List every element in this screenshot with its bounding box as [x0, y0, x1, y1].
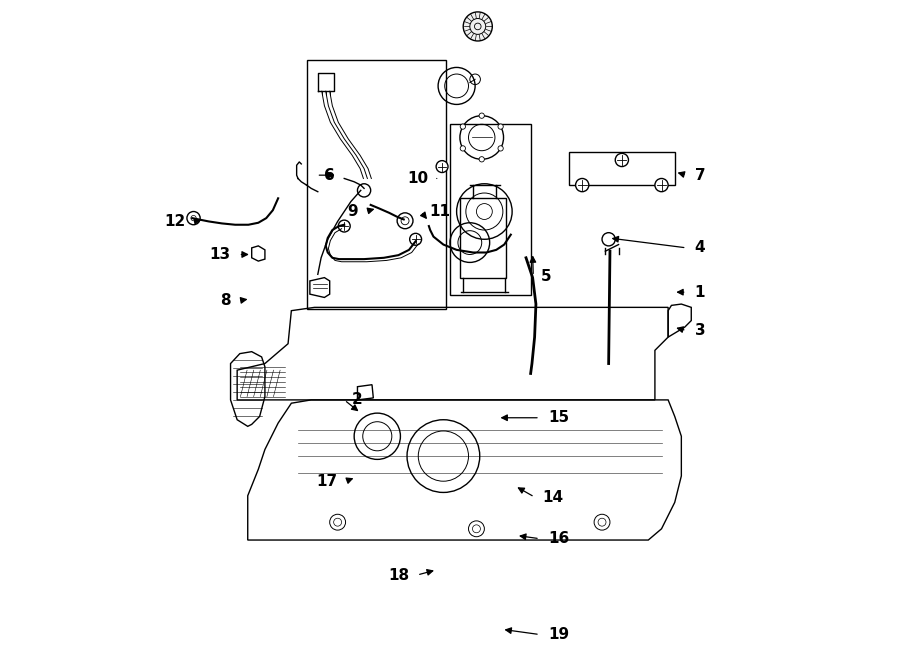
- Bar: [450, 124, 531, 295]
- Text: 9: 9: [346, 204, 357, 219]
- Text: 4: 4: [695, 241, 706, 255]
- Text: 13: 13: [210, 247, 230, 262]
- Text: 1: 1: [695, 285, 705, 299]
- Circle shape: [498, 145, 503, 151]
- Circle shape: [460, 124, 465, 130]
- Circle shape: [576, 178, 589, 192]
- Text: 8: 8: [220, 293, 230, 308]
- Circle shape: [479, 157, 484, 162]
- Text: 7: 7: [695, 168, 706, 182]
- Text: 16: 16: [548, 531, 569, 546]
- Circle shape: [410, 233, 421, 245]
- Circle shape: [436, 161, 448, 173]
- Circle shape: [464, 12, 492, 41]
- Text: 10: 10: [408, 171, 428, 186]
- Text: 15: 15: [548, 410, 569, 425]
- Bar: [569, 152, 675, 185]
- Text: 14: 14: [543, 490, 563, 504]
- Bar: [460, 198, 506, 278]
- Text: 18: 18: [388, 568, 409, 582]
- Circle shape: [479, 113, 484, 118]
- Text: 2: 2: [352, 393, 363, 407]
- Circle shape: [460, 145, 465, 151]
- Text: 12: 12: [165, 214, 185, 229]
- Circle shape: [616, 153, 628, 167]
- Circle shape: [338, 220, 350, 232]
- Text: 6: 6: [324, 168, 335, 182]
- Text: 19: 19: [548, 627, 569, 642]
- Text: 5: 5: [541, 269, 552, 284]
- Bar: [307, 60, 446, 309]
- Text: 11: 11: [428, 204, 450, 219]
- Circle shape: [498, 124, 503, 130]
- Circle shape: [655, 178, 668, 192]
- Text: 17: 17: [317, 474, 338, 488]
- Text: 3: 3: [695, 323, 706, 338]
